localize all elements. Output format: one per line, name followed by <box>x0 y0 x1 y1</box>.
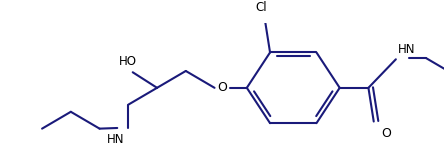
Text: O: O <box>382 127 392 140</box>
Text: HO: HO <box>119 55 138 68</box>
Text: HN: HN <box>398 43 416 56</box>
Text: HN: HN <box>107 133 125 146</box>
Text: O: O <box>218 81 227 94</box>
Text: Cl: Cl <box>255 1 267 14</box>
